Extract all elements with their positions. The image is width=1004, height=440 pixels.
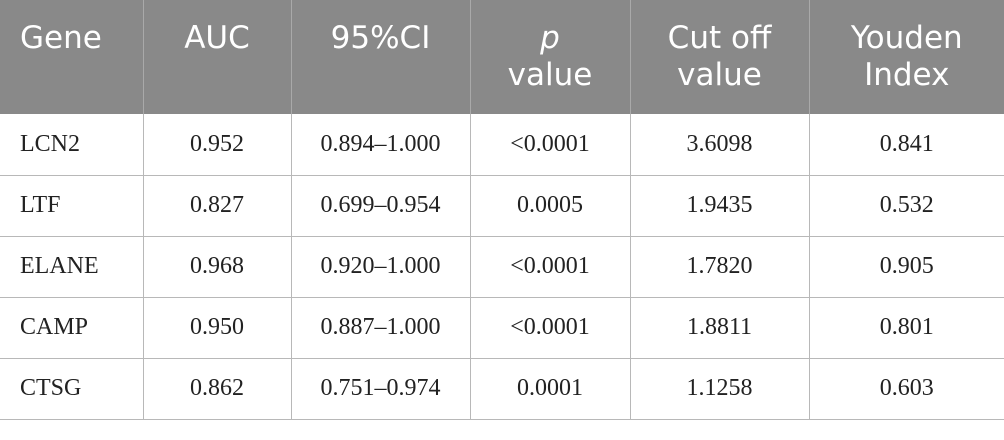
cell-youden: 0.905 bbox=[809, 236, 1004, 298]
cell-youden: 0.841 bbox=[809, 114, 1004, 176]
cell-gene: ELANE bbox=[0, 236, 144, 298]
table-body: LCN2 0.952 0.894–1.000 <0.0001 3.6098 0.… bbox=[0, 114, 1004, 420]
table-header: Gene AUC 95%CI p value Cut off value You… bbox=[0, 0, 1004, 114]
cell-p-value: <0.0001 bbox=[470, 114, 631, 176]
header-ci-label: 95%CI bbox=[330, 20, 431, 56]
cell-gene: CTSG bbox=[0, 358, 144, 420]
table-row: ELANE 0.968 0.920–1.000 <0.0001 1.7820 0… bbox=[0, 236, 1004, 298]
header-gene: Gene bbox=[0, 0, 144, 114]
cell-p-value: <0.0001 bbox=[470, 297, 631, 359]
header-p-value: p value bbox=[470, 0, 631, 114]
cell-ci: 0.887–1.000 bbox=[291, 297, 471, 359]
cell-cutoff: 3.6098 bbox=[630, 114, 810, 176]
header-youden-label-2: Index bbox=[864, 57, 950, 93]
table-row: LCN2 0.952 0.894–1.000 <0.0001 3.6098 0.… bbox=[0, 114, 1004, 176]
table-row: CAMP 0.950 0.887–1.000 <0.0001 1.8811 0.… bbox=[0, 297, 1004, 359]
cell-auc: 0.827 bbox=[143, 175, 292, 237]
cell-youden: 0.603 bbox=[809, 358, 1004, 420]
cell-p-value: 0.0001 bbox=[470, 358, 631, 420]
cell-youden: 0.532 bbox=[809, 175, 1004, 237]
cell-auc: 0.950 bbox=[143, 297, 292, 359]
header-cutoff-label-1: Cut off bbox=[667, 20, 772, 56]
cell-ci: 0.894–1.000 bbox=[291, 114, 471, 176]
header-youden: Youden Index bbox=[809, 0, 1004, 114]
header-youden-label-1: Youden bbox=[850, 20, 963, 56]
cell-ci: 0.699–0.954 bbox=[291, 175, 471, 237]
cell-cutoff: 1.7820 bbox=[630, 236, 810, 298]
table-row: LTF 0.827 0.699–0.954 0.0005 1.9435 0.53… bbox=[0, 175, 1004, 237]
header-cutoff: Cut off value bbox=[630, 0, 810, 114]
header-auc-label: AUC bbox=[184, 20, 250, 56]
cell-p-value: 0.0005 bbox=[470, 175, 631, 237]
header-p-label: p bbox=[540, 20, 560, 56]
cell-auc: 0.952 bbox=[143, 114, 292, 176]
cell-youden: 0.801 bbox=[809, 297, 1004, 359]
cell-cutoff: 1.1258 bbox=[630, 358, 810, 420]
cell-cutoff: 1.8811 bbox=[630, 297, 810, 359]
header-gene-label: Gene bbox=[20, 20, 102, 56]
header-ci: 95%CI bbox=[291, 0, 471, 114]
cell-cutoff: 1.9435 bbox=[630, 175, 810, 237]
header-p-value-label: value bbox=[507, 57, 593, 93]
table-row: CTSG 0.862 0.751–0.974 0.0001 1.1258 0.6… bbox=[0, 358, 1004, 420]
cell-ci: 0.751–0.974 bbox=[291, 358, 471, 420]
results-table: Gene AUC 95%CI p value Cut off value You… bbox=[0, 0, 1004, 420]
cell-ci: 0.920–1.000 bbox=[291, 236, 471, 298]
header-auc: AUC bbox=[143, 0, 292, 114]
cell-auc: 0.968 bbox=[143, 236, 292, 298]
header-row: Gene AUC 95%CI p value Cut off value You… bbox=[0, 0, 1004, 114]
header-cutoff-label-2: value bbox=[677, 57, 762, 93]
cell-auc: 0.862 bbox=[143, 358, 292, 420]
cell-gene: CAMP bbox=[0, 297, 144, 359]
cell-gene: LTF bbox=[0, 175, 144, 237]
cell-gene: LCN2 bbox=[0, 114, 144, 176]
cell-p-value: <0.0001 bbox=[470, 236, 631, 298]
